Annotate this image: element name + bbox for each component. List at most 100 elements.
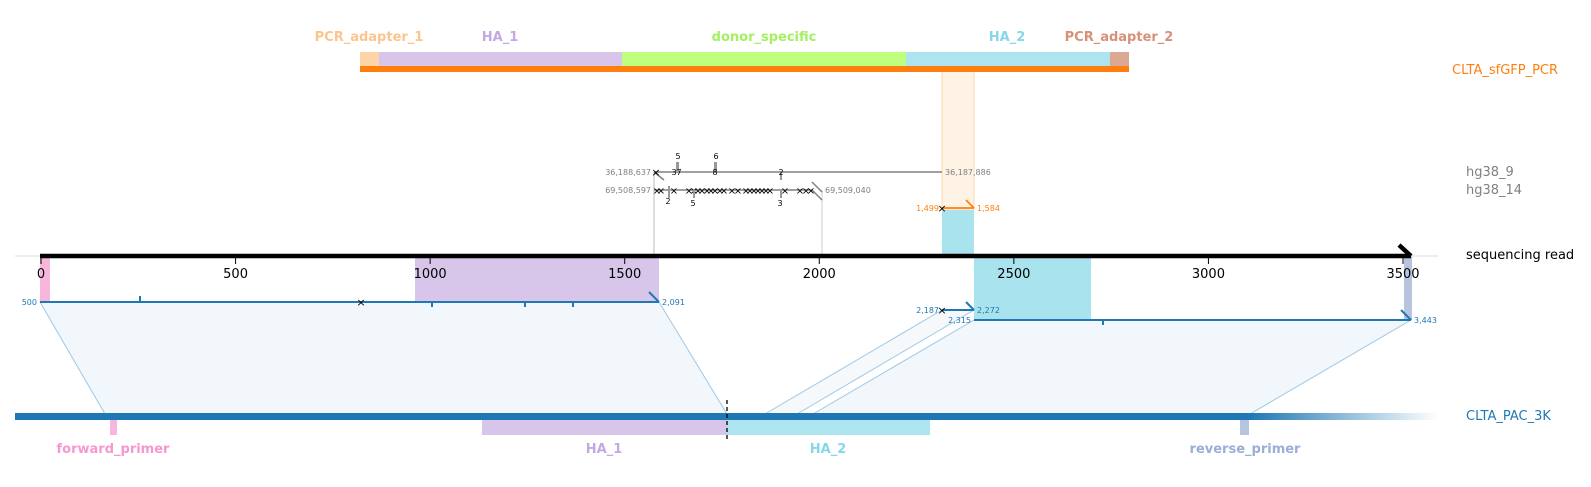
alignment-3-right-edge: [1249, 319, 1412, 415]
hg38-14-mismatch-mark: ×: [762, 186, 770, 197]
alignment-2-polygon: [765, 310, 974, 414]
alignment-1-right-edge: [658, 301, 728, 415]
target-feature-ha-2: [727, 420, 930, 435]
donor-label-pcr-adapter-2: PCR_adapter_2: [1065, 30, 1174, 45]
target-bar: [15, 413, 1251, 420]
hg38-9-start-coord: 36,188,637: [605, 168, 651, 177]
hg38-14-mismatch-mark: ×: [802, 186, 810, 197]
target-alignment-2-mismatch: ×: [937, 304, 946, 317]
target-alignment-2-end-coord: 2,272: [977, 306, 1000, 315]
target-alignment-1-mismatch: ×: [356, 296, 365, 309]
alignment-1-left-edge: [39, 301, 106, 415]
hg38-14-alignment: 3 7 8 2 2 5 3 69,508,597 69,509,040 ×× × ×…: [605, 168, 871, 208]
hg38-14-indel-label-8: 8: [712, 168, 717, 177]
read-ha1-highlight: [415, 256, 659, 302]
donor-alignment: × 1,499 1,584: [916, 199, 1000, 215]
donor-label-ha-1: HA_1: [482, 30, 519, 45]
hg38-14-mismatch-mark: ×: [657, 186, 665, 197]
read-axis-arrowhead: [1397, 243, 1413, 258]
target-bar-fade: [1250, 413, 1438, 420]
hg38-14-mismatch-mark: ×: [703, 186, 711, 197]
target-alignment-1-end-coord: 2,091: [662, 298, 685, 307]
donor-feature-pcr-adapter-1: [360, 52, 379, 67]
hg38-14-mismatch-mark: ×: [670, 186, 678, 197]
read-forward-primer-highlight: [40, 256, 50, 302]
donor-bar: [360, 66, 1129, 72]
alignment-3-left-edge: [812, 319, 975, 415]
donor-feature-ha-1: [379, 52, 622, 67]
hg38-9-insertion-5: [676, 162, 679, 172]
hg38-14-indel-label-2a: 2: [778, 168, 783, 177]
target-alignment-3-start-coord: 2,315: [948, 316, 971, 325]
hg38-14-mismatch-mark: ×: [685, 186, 693, 197]
hg38-14-mismatch-mark: ×: [746, 186, 754, 197]
hg38-14-mismatch-mark: ×: [711, 186, 719, 197]
axis-tick-label-0: 0: [37, 267, 45, 282]
target-alignment-1-indel-d: [572, 302, 574, 307]
hg38-14-mismatch-mark: ×: [698, 186, 706, 197]
target-feature-forward-primer: [110, 420, 117, 435]
hg38-9-alignment: × 5 6 36,188,637 36,187,886: [605, 152, 991, 181]
axis-ticks: 0 500 1000 1500 2000 2500 3000 3500: [37, 258, 1420, 282]
donor-alignment-start-coord: 1,499: [916, 204, 939, 213]
donor-alignment-end-coord: 1,584: [977, 204, 1000, 213]
hg38-14-mismatch-mark: ×: [720, 186, 728, 197]
hg38-14-indel-label-3: 3: [671, 168, 676, 177]
axis-tick-label-1500: 1500: [608, 267, 641, 282]
hg38-14-mismatch-mark: ×: [728, 186, 736, 197]
hg38-14-arrow-end: [811, 181, 823, 193]
axis-tick-label-2500: 2500: [997, 267, 1030, 282]
hg38-14-mismatch-marks: ×××××××××××××××××××××××××: [653, 186, 815, 198]
hg38-9-arrow: [653, 171, 665, 181]
target-label-ha-2: HA_2: [810, 442, 847, 457]
read-reverse-primer-highlight: [1404, 256, 1412, 320]
hg38-14-indel-label-5b: 5: [690, 199, 695, 208]
target-alignment-3-arrow: [1400, 309, 1412, 321]
donor-alignment-start-mismatch: ×: [937, 202, 946, 215]
hg38-9-indel-label-5: 5: [675, 152, 680, 161]
track-label-hg38-9: hg38_9: [1466, 165, 1514, 180]
hg38-14-mismatch-mark: ×: [781, 186, 789, 197]
track-label-hg38-14: hg38_14: [1466, 183, 1522, 198]
target-label-ha-1: HA_1: [586, 442, 623, 457]
hg38-14-arrow: [811, 189, 823, 201]
target-alignment-1-start-coord: 500: [22, 298, 37, 307]
track-label-donor: CLTA_sfGFP_PCR: [1452, 63, 1558, 78]
sequencing-read-axis: 0 500 1000 1500 2000 2500 3000 3500: [15, 243, 1438, 282]
hg38-14-mismatch-mark: ×: [694, 186, 702, 197]
track-labels: CLTA_sfGFP_PCR hg38_9 hg38_14 sequencing…: [1452, 63, 1574, 424]
target-alignment-1-arrow: [648, 291, 660, 303]
axis-tick-label-3000: 3000: [1192, 267, 1225, 282]
hg38-14-mismatch-mark: ×: [716, 186, 724, 197]
hg38-14-mismatch-mark: ×: [742, 186, 750, 197]
hg38-14-indel-label-2b: 2: [665, 197, 670, 206]
hg38-14-mismatch-mark: ×: [796, 186, 804, 197]
hg38-14-indel-mark: [780, 190, 782, 198]
target-alignment-1: × 500 2,091: [22, 291, 685, 309]
target-feature-reverse-primer: [1240, 420, 1249, 435]
donor-label-pcr-adapter-1: PCR_adapter_1: [315, 30, 424, 45]
hg38-14-start-coord: 69,508,597: [605, 186, 651, 195]
hg38-14-indel-mark: [668, 186, 670, 194]
read-ha2-highlight: [974, 256, 1091, 320]
target-alignment-3-end-coord: 3,443: [1414, 316, 1437, 325]
target-alignment-2: × 2,187 2,272: [916, 301, 1000, 317]
hg38-14-mismatch-mark: ×: [750, 186, 758, 197]
donor-feature-ha-2: [906, 52, 1110, 67]
target-alignment-1-indel-b: [431, 302, 433, 307]
axis-tick-label-500: 500: [223, 267, 248, 282]
hg38-9-deletion-2: [780, 172, 782, 180]
hg38-9-indel-label-6: 6: [713, 152, 718, 161]
target-alignment-3-indel: [1102, 320, 1104, 325]
hg38-14-mismatch-mark: ×: [653, 186, 661, 197]
hg38-14-mismatch-mark: ×: [766, 186, 774, 197]
hg38-14-indel-label-7: 7: [676, 168, 681, 177]
alignment-1-polygon: [40, 302, 727, 414]
target-feature-ha-1: [482, 420, 727, 435]
hg38-9-start-mismatch: ×: [651, 166, 660, 179]
hg38-14-mismatch-mark: ×: [734, 186, 742, 197]
donor-alignment-arrow: [965, 199, 975, 209]
track-label-read: sequencing read: [1466, 248, 1574, 263]
target-alignment-2-start-coord: 2,187: [916, 306, 939, 315]
